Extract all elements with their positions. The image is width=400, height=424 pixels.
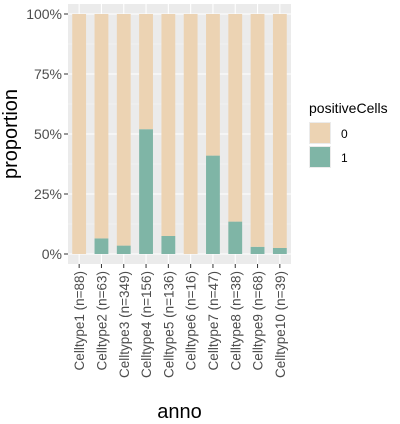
bar-segment-7-series-0 — [206, 14, 220, 156]
bar-segment-7-series-1 — [206, 155, 220, 254]
y-tick-label: 0% — [42, 246, 62, 262]
bar-segment-2-series-1 — [94, 238, 109, 254]
legend-label-1: 1 — [341, 151, 348, 165]
y-tick-label: 50% — [34, 126, 62, 142]
bar-segment-8-series-0 — [228, 14, 243, 222]
x-tick-label: Celltype9 (n=68) — [251, 271, 266, 370]
bar-segment-5-series-0 — [161, 14, 176, 236]
bar-segment-10-series-0 — [272, 14, 287, 248]
y-axis: 0% 25% 50% 75% 100% — [26, 6, 68, 262]
x-tick-label: Celltype10 (n=39) — [273, 271, 288, 378]
y-tick-label: 100% — [26, 6, 62, 22]
bar-segment-5-series-1 — [161, 236, 176, 254]
x-axis-label: anno — [157, 401, 202, 423]
y-tick-label: 75% — [34, 66, 62, 82]
bar-segment-2-series-0 — [94, 14, 109, 239]
bar-segment-6-series-0 — [183, 14, 198, 254]
bar-segment-10-series-1 — [272, 248, 287, 254]
legend-label-0: 0 — [341, 127, 348, 141]
bar-segment-1-series-0 — [72, 14, 87, 254]
bar-segment-4-series-0 — [139, 14, 153, 130]
bar-segment-9-series-0 — [250, 14, 265, 247]
x-tick-label: Celltype1 (n=88) — [72, 271, 87, 370]
legend-swatch-1 — [310, 147, 330, 167]
x-axis: Celltype1 (n=88) Celltype2 (n=63) Celltype… — [72, 264, 288, 378]
x-tick-label: Celltype2 (n=63) — [94, 271, 109, 370]
bar-segment-3-series-0 — [116, 14, 131, 246]
legend-title: positiveCells — [309, 100, 388, 116]
bar-segment-8-series-1 — [228, 221, 243, 254]
y-tick-label: 25% — [34, 186, 62, 202]
x-tick-label: Celltype6 (n=16) — [184, 271, 199, 370]
y-axis-label: proportion — [0, 89, 22, 179]
x-tick-label: Celltype4 (n=156) — [139, 271, 154, 378]
bar-segment-4-series-1 — [139, 129, 153, 254]
legend-swatch-0 — [310, 123, 330, 143]
bar-segment-3-series-1 — [116, 245, 131, 254]
legend: positiveCells 0 1 — [309, 100, 388, 168]
x-tick-label: Celltype8 (n=38) — [228, 271, 243, 370]
bar-segment-9-series-1 — [250, 246, 265, 254]
x-tick-label: Celltype3 (n=349) — [117, 271, 132, 378]
x-tick-label: Celltype7 (n=47) — [206, 271, 221, 370]
x-tick-label: Celltype5 (n=136) — [161, 271, 176, 378]
bars — [72, 14, 287, 254]
